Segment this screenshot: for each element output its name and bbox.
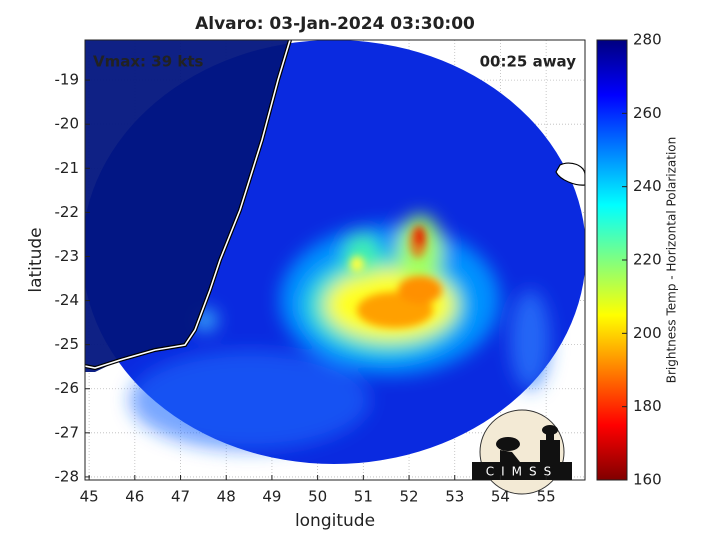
y-tick-label: -27: [55, 423, 80, 441]
x-tick-label: 49: [262, 488, 281, 506]
x-tick-label: 46: [125, 488, 144, 506]
x-tick-label: 51: [354, 488, 373, 506]
y-axis-label: latitude: [26, 227, 46, 292]
land: [85, 40, 290, 372]
colorbar-label: Brightness Temp - Horizontal Polarizatio…: [665, 137, 679, 384]
y-tick-label: -23: [55, 247, 80, 265]
x-tick-label: 55: [537, 488, 556, 506]
imagery: [85, 40, 585, 464]
y-tick-label: -19: [55, 71, 80, 89]
annotation: Vmax: 39 kts: [93, 53, 203, 71]
logo-text: CIMSS: [486, 465, 559, 479]
colorbar-tick-label: 200: [633, 324, 662, 342]
logo: CIMSS: [472, 409, 572, 495]
plot-frame: [84, 39, 586, 481]
x-tick-label: 52: [399, 488, 418, 506]
chart-title: Alvaro: 03-Jan-2024 03:30:00: [195, 14, 475, 34]
annotation: 00:25 away: [480, 53, 577, 71]
y-tick-label: -24: [55, 291, 80, 309]
colorbar-tick-label: 220: [633, 251, 662, 269]
y-tick-label: -20: [55, 115, 80, 133]
y-tick-label: -25: [55, 335, 80, 353]
y-tick-label: -22: [55, 203, 80, 221]
x-tick-label: 54: [491, 488, 510, 506]
coastline: [85, 40, 291, 369]
island: [555, 162, 585, 186]
x-axis-label: longitude: [295, 511, 375, 531]
x-tick-label: 48: [217, 488, 236, 506]
y-tick-label: -28: [55, 467, 80, 485]
x-tick-label: 45: [80, 488, 99, 506]
y-tick-label: -21: [55, 159, 80, 177]
x-tick-label: 50: [308, 488, 327, 506]
colorbar-tick-label: 240: [633, 177, 662, 195]
colorbar-tick-label: 160: [633, 471, 662, 489]
colorbar-tick-label: 260: [633, 104, 662, 122]
colorbar-tick-label: 180: [633, 397, 662, 415]
convection: [350, 226, 442, 328]
x-tick-label: 53: [445, 488, 464, 506]
cloud-field: [130, 215, 550, 450]
x-tick-label: 47: [171, 488, 190, 506]
colorbar-tick-label: 280: [633, 31, 662, 49]
y-tick-label: -26: [55, 379, 80, 397]
